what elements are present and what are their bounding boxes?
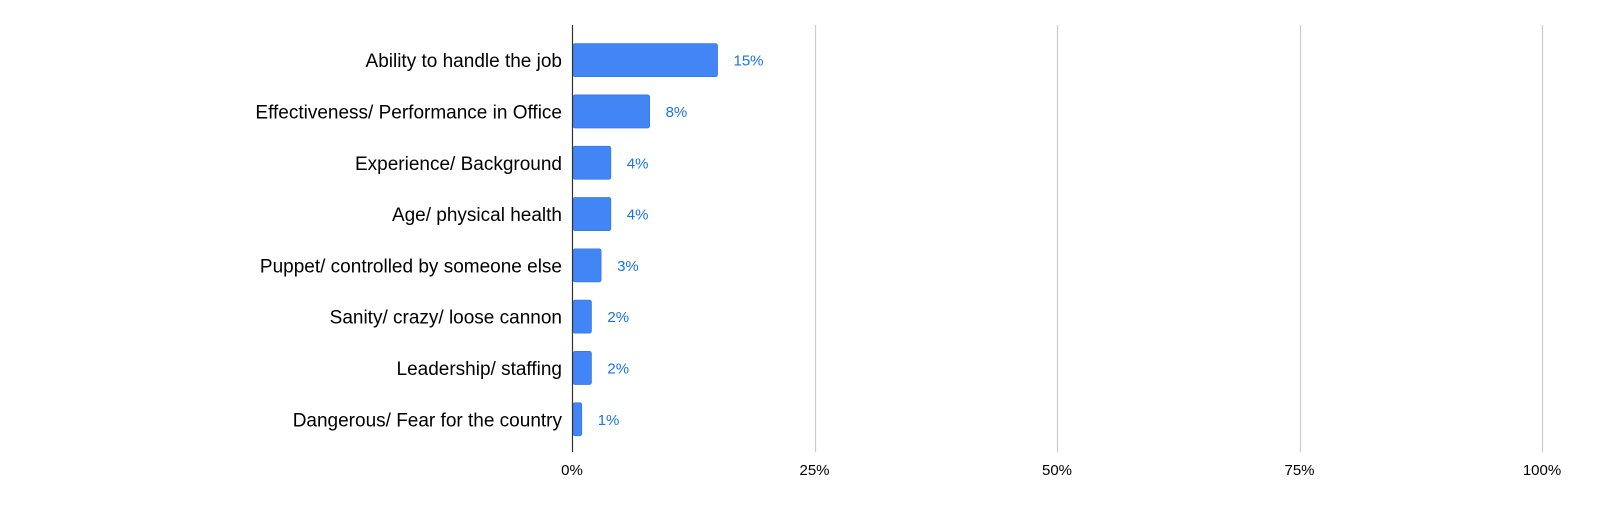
- bar-7: [572, 402, 583, 437]
- category-label-7: Dangerous/ Fear for the country: [293, 410, 563, 431]
- bar-0: [572, 43, 718, 78]
- value-label-1: 8%: [666, 104, 688, 121]
- gridlines: [814, 25, 1544, 452]
- category-label-0: Ability to handle the job: [366, 51, 562, 72]
- x-tick-label-0: 0%: [561, 462, 583, 479]
- category-label-2: Experience/ Background: [355, 154, 562, 175]
- value-label-2: 4%: [627, 155, 649, 172]
- value-label-0: 15%: [734, 53, 764, 70]
- x-tick-label-4: 100%: [1523, 462, 1561, 479]
- x-tick-labels: 0% 25% 50% 75% 100%: [561, 462, 1561, 479]
- bar-5: [572, 299, 592, 334]
- category-label-5: Sanity/ crazy/ loose cannon: [330, 308, 562, 329]
- value-label-4: 3%: [617, 258, 639, 275]
- bar-4: [572, 248, 602, 283]
- x-tick-label-1: 25%: [799, 462, 829, 479]
- value-labels: 15% 8% 4% 4% 3% 2% 2% 1%: [598, 53, 764, 429]
- category-label-1: Effectiveness/ Performance in Office: [255, 102, 562, 123]
- category-label-6: Leadership/ staffing: [397, 359, 563, 380]
- bars: [572, 43, 718, 437]
- x-tick-label-3: 75%: [1284, 462, 1314, 479]
- bar-3: [572, 197, 612, 231]
- x-tick-label-2: 50%: [1042, 462, 1072, 479]
- bar-2: [572, 145, 612, 180]
- bar-1: [572, 94, 650, 129]
- category-label-3: Age/ physical health: [392, 205, 562, 226]
- value-label-3: 4%: [627, 207, 649, 224]
- value-label-7: 1%: [598, 412, 620, 429]
- bar-6: [572, 351, 592, 385]
- category-labels: Ability to handle the job Effectiveness/ …: [255, 51, 562, 431]
- value-label-5: 2%: [607, 309, 629, 326]
- value-label-6: 2%: [607, 360, 629, 377]
- category-label-4: Puppet/ controlled by someone else: [260, 256, 562, 277]
